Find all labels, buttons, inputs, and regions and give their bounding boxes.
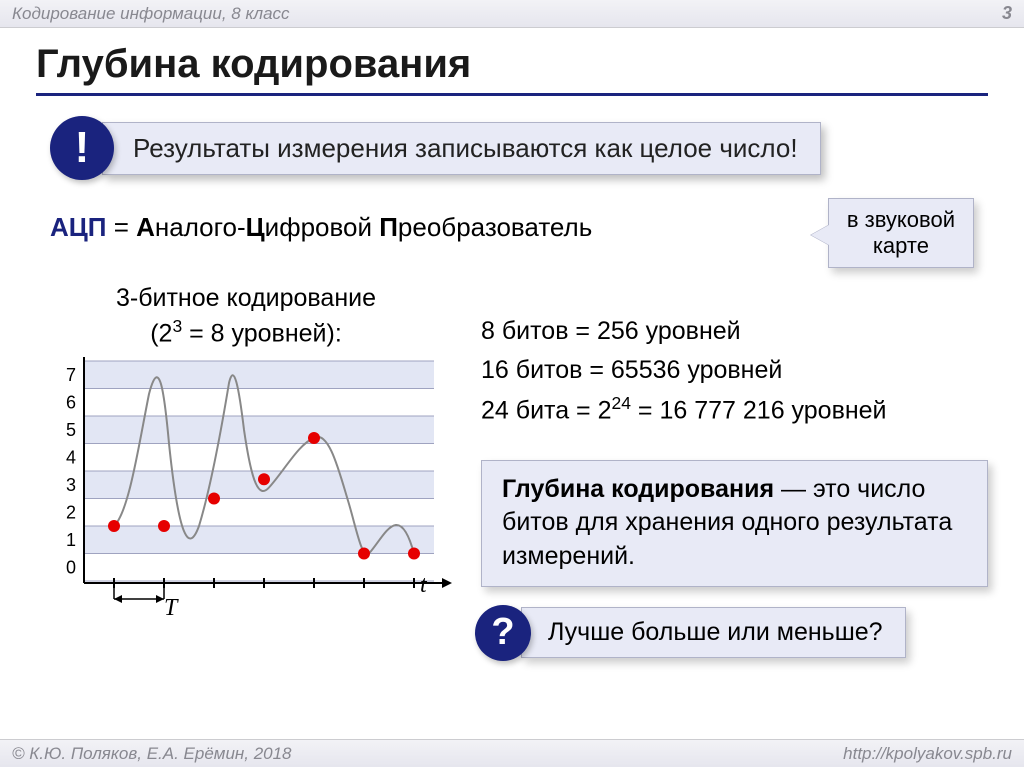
acp-row: АЦП = Аналого-Цифровой Преобразователь в…	[0, 198, 1024, 268]
ct2sup: 3	[172, 316, 182, 336]
def-term: Глубина кодирования	[502, 475, 774, 503]
x-axis-label: t	[420, 572, 427, 599]
right-column: 8 битов = 256 уровней 16 битов = 65536 у…	[456, 282, 988, 661]
level-row-3: 24 бита = 224 = 16 777 216 уровней	[481, 390, 988, 430]
acp-text: АЦП = Аналого-Цифровой Преобразователь	[50, 198, 592, 243]
svg-text:2: 2	[66, 503, 76, 523]
acp-c: Ц	[246, 212, 265, 242]
acp-eq: =	[106, 212, 136, 242]
ct2a: (2	[150, 319, 172, 347]
note-callout: Результаты измерения записываются как це…	[102, 122, 821, 175]
chart-area: 01234567 T t	[36, 357, 456, 617]
svg-text:6: 6	[66, 393, 76, 413]
page-title: Глубина кодирования	[0, 28, 1024, 93]
levels-list: 8 битов = 256 уровней 16 битов = 65536 у…	[481, 282, 988, 430]
footer-left: © К.Ю. Поляков, Е.А. Ерёмин, 2018	[12, 744, 292, 764]
side-l1: в звуковой	[847, 207, 955, 233]
chart-title-l1: 3-битное кодирование	[36, 282, 456, 315]
header-subject: Кодирование информации, 8 класс	[12, 4, 290, 24]
ct2b: = 8 уровней):	[182, 319, 342, 347]
svg-text:7: 7	[66, 365, 76, 385]
svg-text:3: 3	[66, 475, 76, 495]
level-row-1: 8 битов = 256 уровней	[481, 312, 988, 351]
svg-text:0: 0	[66, 558, 76, 578]
period-label: T	[164, 595, 177, 622]
question-callout: Лучше больше или меньше?	[521, 607, 906, 658]
svg-text:1: 1	[66, 530, 76, 550]
acp-a2: налого-	[155, 212, 246, 242]
question-row: ? Лучше больше или меньше?	[475, 605, 988, 661]
acp-abbr: АЦП	[50, 212, 106, 242]
acp-a: А	[136, 212, 155, 242]
footer-right: http://kpolyakov.spb.ru	[843, 744, 1012, 764]
acp-p2: реобразователь	[398, 212, 592, 242]
mid-section: 3-битное кодирование (23 = 8 уровней): 0…	[0, 268, 1024, 661]
page-number: 3	[1002, 3, 1012, 24]
chart-title-l2: (23 = 8 уровней):	[36, 315, 456, 350]
side-l2: карте	[847, 233, 955, 259]
footer-bar: © К.Ю. Поляков, Е.А. Ерёмин, 2018 http:/…	[0, 739, 1024, 767]
definition-callout: Глубина кодирования — это число битов дл…	[481, 460, 988, 587]
svg-text:5: 5	[66, 420, 76, 440]
chart-column: 3-битное кодирование (23 = 8 уровней): 0…	[36, 282, 456, 661]
header-bar: Кодирование информации, 8 класс 3	[0, 0, 1024, 28]
lr3s: 24	[612, 393, 631, 413]
svg-text:4: 4	[66, 448, 76, 468]
chart-title: 3-битное кодирование (23 = 8 уровней):	[36, 282, 456, 349]
lr3a: 24 бита = 2	[481, 396, 612, 424]
title-rule	[36, 93, 988, 96]
question-icon: ?	[475, 605, 531, 661]
lr3b: = 16 777 216 уровней	[631, 396, 887, 424]
acp-p: П	[379, 212, 398, 242]
side-callout: в звуковой карте	[828, 198, 974, 268]
chart-svg: 0 1 2 3 4 5 6 7	[64, 357, 454, 617]
level-row-2: 16 битов = 65536 уровней	[481, 351, 988, 390]
acp-c2: ифровой	[265, 212, 380, 242]
note-row: ! Результаты измерения записываются как …	[50, 116, 988, 180]
exclamation-icon: !	[50, 116, 114, 180]
